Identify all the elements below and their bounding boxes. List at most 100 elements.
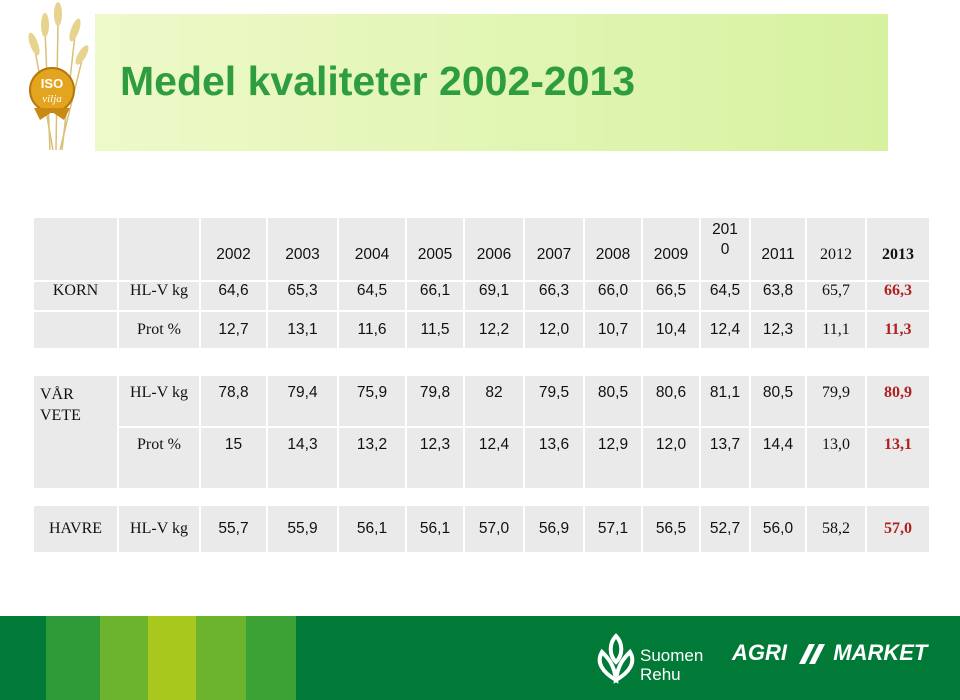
header-empty-cell [118,218,201,282]
value-cell: 12,9 [584,427,643,490]
value-cell: 78,8 [200,376,268,428]
year-header: 2008 [584,218,643,282]
table-row: KORN HL-V kg 64,6 65,3 64,5 66,1 69,1 66… [34,281,931,312]
row-label: Prot % [118,311,201,350]
value-cell: 66,3 [524,281,585,312]
value-cell: 56,1 [406,506,465,554]
value-cell: 12,7 [200,311,268,350]
row-label: Prot % [118,427,201,490]
iso-vilja-logo-icon: ISO vilja [28,2,89,150]
value-cell: 15 [200,427,268,490]
year-header-part: 201 [712,221,738,238]
suomen-text-line: Rehu [640,665,681,684]
value-cell-2013: 57,0 [866,506,931,554]
title-banner [95,14,888,151]
table-var-vete: VÅR VETE HL-V kg 78,8 79,4 75,9 79,8 82 … [34,376,931,490]
value-cell: 13,7 [700,427,751,490]
value-cell: 55,9 [267,506,339,554]
footer-stripe [196,616,246,700]
table-havre: HAVRE HL-V kg 55,7 55,9 56,1 56,1 57,0 5… [34,506,931,554]
row-label: HL-V kg [118,376,201,428]
value-cell: 63,8 [750,281,807,312]
value-cell: 65,7 [806,281,867,312]
value-cell: 64,5 [700,281,751,312]
table-korn: 2002 2003 2004 2005 2006 2007 2008 2009 … [34,218,931,350]
value-cell: 11,5 [406,311,465,350]
header-empty-cell [34,218,119,282]
value-cell-2013: 80,9 [866,376,931,428]
value-cell: 79,9 [806,376,867,428]
table-row: Prot % 12,7 13,1 11,6 11,5 12,2 12,0 10,… [34,311,931,350]
year-header: 2002 [200,218,268,282]
value-cell: 64,5 [338,281,407,312]
logo-text-vilja: vilja [42,93,62,105]
agrimarket-mark-icon [799,644,826,665]
value-cell: 82 [464,376,525,428]
value-cell: 56,1 [338,506,407,554]
value-cell: 65,3 [267,281,339,312]
value-cell: 66,5 [642,281,701,312]
year-header-row: 2002 2003 2004 2005 2006 2007 2008 2009 … [34,218,931,282]
footer-stripe [246,616,296,700]
value-cell: 12,3 [750,311,807,350]
value-cell: 12,3 [406,427,465,490]
page-title: Medel kvaliteter 2002-2013 [120,58,636,104]
value-cell: 80,6 [642,376,701,428]
value-cell: 12,4 [464,427,525,490]
value-cell: 79,8 [406,376,465,428]
row-label: HL-V kg [118,506,201,554]
suomen-rehu-text: Suomen Rehu [640,646,703,684]
value-cell: 56,0 [750,506,807,554]
value-cell: 56,5 [642,506,701,554]
value-cell: 66,1 [406,281,465,312]
value-cell: 12,0 [642,427,701,490]
suomen-rehu-logo-icon [597,633,635,684]
year-header-part: 0 [720,241,730,258]
year-header: 2013 [866,218,931,282]
crop-label-line: VÅR [40,386,74,403]
value-cell: 80,5 [750,376,807,428]
value-cell: 55,7 [200,506,268,554]
footer-stripe [100,616,148,700]
value-cell: 13,1 [267,311,339,350]
value-cell: 79,4 [267,376,339,428]
value-cell: 66,0 [584,281,643,312]
value-cell: 81,1 [700,376,751,428]
value-cell: 58,2 [806,506,867,554]
year-header: 2005 [406,218,465,282]
crop-label: HAVRE [34,506,119,554]
crop-label: KORN [34,281,119,312]
year-header: 201 0 [700,218,751,282]
market-text: MARKET [833,640,928,665]
year-header: 2012 [806,218,867,282]
year-header: 2006 [464,218,525,282]
year-header: 2003 [267,218,339,282]
value-cell: 13,0 [806,427,867,490]
suomen-text-line: Suomen [640,646,704,665]
crop-label-empty [34,311,119,350]
value-cell: 12,4 [700,311,751,350]
value-cell: 12,0 [524,311,585,350]
table-row: VÅR VETE HL-V kg 78,8 79,4 75,9 79,8 82 … [34,376,931,490]
value-cell-2013: 13,1 [866,427,931,490]
value-cell: 79,5 [524,376,585,428]
year-header: 2007 [524,218,585,282]
footer-stripe [148,616,196,700]
value-cell: 13,2 [338,427,407,490]
value-cell: 57,1 [584,506,643,554]
value-cell: 14,3 [267,427,339,490]
year-header: 2009 [642,218,701,282]
value-cell: 13,6 [524,427,585,490]
value-cell: 11,6 [338,311,407,350]
agri-text: AGRI [732,640,787,665]
logo-text-iso: ISO [41,76,63,91]
table-row: Prot % 15 14,3 13,2 12,3 12,4 13,6 12,9 … [34,427,931,490]
agrimarket-logo: AGRI MARKET [732,640,927,666]
year-header: 2004 [338,218,407,282]
value-cell: 64,6 [200,281,268,312]
year-header: 2011 [750,218,807,282]
value-cell: 10,7 [584,311,643,350]
value-cell: 57,0 [464,506,525,554]
value-cell: 10,4 [642,311,701,350]
value-cell-2013: 11,3 [866,311,931,350]
